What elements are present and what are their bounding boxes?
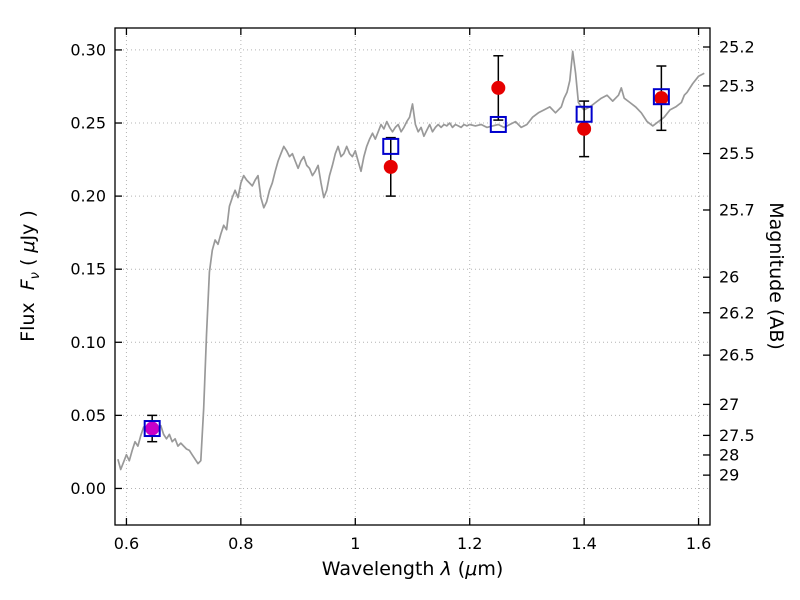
spectrum-line xyxy=(117,50,705,471)
flux-symbol: F xyxy=(17,279,39,291)
y-tick-left-label: 0.10 xyxy=(70,333,106,352)
y-tick-right-label: 26.5 xyxy=(719,346,755,365)
y-tick-right-label: 29 xyxy=(719,466,739,485)
x-tick-label: 0.8 xyxy=(228,534,253,553)
y-tick-left-label: 0.15 xyxy=(70,260,106,279)
x-tick-label: 0.6 xyxy=(114,534,139,553)
nu-subscript: ν xyxy=(28,272,43,280)
y-tick-right-label: 25.5 xyxy=(719,144,755,163)
x-axis-label-paren: ( xyxy=(451,558,466,580)
mu-symbol: μ xyxy=(465,558,478,580)
x-tick-label: 1.6 xyxy=(686,534,711,553)
model-point xyxy=(652,88,670,106)
y-tick-left-label: 0.00 xyxy=(70,479,106,498)
x-axis-label-unit: m) xyxy=(477,558,504,580)
y-tick-right-label: 26 xyxy=(719,268,739,287)
flux-unit: Jy ) xyxy=(17,210,39,241)
observed-point xyxy=(654,91,669,106)
flux-unit-paren: ( xyxy=(17,252,39,273)
mu-unit-symbol: μ xyxy=(17,240,39,253)
x-tick-label: 1.4 xyxy=(571,534,596,553)
x-axis-label-text: Wavelength xyxy=(321,558,441,580)
y-tick-right-label: 25.7 xyxy=(719,200,755,219)
flux-word: Flux xyxy=(17,290,39,342)
model-point xyxy=(489,115,507,133)
lambda-symbol: λ xyxy=(440,558,452,580)
y-tick-left-label: 0.25 xyxy=(70,114,106,133)
x-tick-label: 1.2 xyxy=(457,534,482,553)
left-axis-label: Flux Fν ( μJy ) xyxy=(17,210,43,342)
observed-point xyxy=(577,121,592,136)
model-point xyxy=(575,105,593,123)
y-tick-right-label: 27 xyxy=(719,395,739,414)
y-tick-right-label: 25.2 xyxy=(719,38,755,57)
y-tick-right-label: 26.2 xyxy=(719,303,755,322)
y-tick-left-label: 0.30 xyxy=(70,40,106,59)
y-tick-left-label: 0.20 xyxy=(70,187,106,206)
model-point xyxy=(143,420,161,438)
right-axis-label: Magnitude (AB) xyxy=(765,202,787,350)
axes-frame xyxy=(114,27,711,526)
observed-point xyxy=(145,421,160,436)
observed-point xyxy=(491,80,506,95)
model-point xyxy=(382,137,400,155)
y-tick-right-label: 27.5 xyxy=(719,426,755,445)
y-tick-right-label: 28 xyxy=(719,445,739,464)
x-tick-label: 1 xyxy=(350,534,360,553)
y-tick-right-label: 25.3 xyxy=(719,76,755,95)
x-axis-label: Wavelength λ (μm) xyxy=(115,558,710,580)
observed-point xyxy=(383,159,398,174)
y-tick-left-label: 0.05 xyxy=(70,406,106,425)
